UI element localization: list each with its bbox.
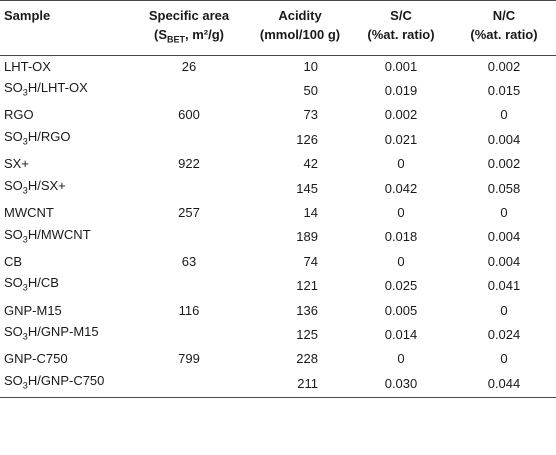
- cell-sample: MWCNT: [4, 204, 54, 220]
- cell-specific-area: 26: [181, 58, 197, 74]
- cell-acidity: 211: [297, 375, 318, 391]
- table-row: LHT-OX 26 10 0.001 0.002: [0, 55, 556, 77]
- table-row: RGO 600 73 0.002 0: [0, 104, 556, 126]
- cell-specific-area: [128, 370, 250, 398]
- cell-nc: 0: [500, 107, 508, 123]
- cell-acidity: 14: [303, 204, 318, 220]
- cell-specific-area: [128, 77, 250, 104]
- cell-nc: 0.002: [487, 58, 521, 74]
- cell-sc: 0.001: [384, 58, 418, 74]
- cell-acidity: 136: [296, 302, 318, 318]
- cell-specific-area: [128, 175, 250, 202]
- cell-sample: SO3H/CB: [4, 275, 59, 293]
- table-row: SO3H/GNP-C750 211 0.030 0.044: [0, 370, 556, 398]
- cell-sample: SO3H/MWCNT: [4, 226, 91, 245]
- table-row: SX+ 922 42 0 0.002: [0, 153, 556, 175]
- cell-sc: 0: [397, 156, 405, 172]
- cell-specific-area: 116: [178, 302, 200, 318]
- cell-nc: 0: [500, 204, 508, 220]
- cell-acidity: 121: [296, 278, 318, 294]
- cell-acidity: 42: [303, 156, 318, 172]
- cell-specific-area: 799: [178, 351, 200, 367]
- cell-specific-area: 257: [178, 204, 200, 220]
- cell-specific-area: 600: [178, 107, 200, 123]
- cell-specific-area: [128, 321, 250, 348]
- cell-sample: SO3H/LHT-OX: [4, 80, 88, 98]
- cell-sample: RGO: [4, 107, 34, 123]
- cell-sc: 0: [397, 253, 405, 269]
- cell-acidity: 50: [303, 82, 318, 98]
- cell-nc: 0.041: [487, 278, 521, 294]
- cell-acidity: 74: [303, 253, 318, 269]
- cell-acidity: 145: [296, 180, 318, 196]
- cell-sc: 0.014: [384, 326, 418, 342]
- cell-acidity: 10: [303, 58, 318, 74]
- header-acidity: Acidity (mmol/100 g): [259, 8, 341, 42]
- data-table: Sample Specific area (SBET, m²/g) Acidit…: [0, 0, 556, 398]
- cell-nc: 0.044: [487, 375, 521, 391]
- cell-acidity: 126: [296, 131, 318, 147]
- cell-specific-area: 63: [181, 253, 197, 269]
- cell-sc: 0: [397, 351, 405, 367]
- cell-sc: 0.019: [384, 82, 418, 98]
- cell-specific-area: [128, 272, 250, 299]
- cell-nc: 0.058: [487, 180, 521, 196]
- cell-acidity: 73: [303, 107, 318, 123]
- cell-sc: 0.005: [384, 302, 418, 318]
- header-nc: N/C (%at. ratio): [470, 8, 538, 42]
- header-specific-area: Specific area (SBET, m²/g): [148, 8, 230, 45]
- cell-sample: SO3H/RGO: [4, 128, 71, 147]
- cell-sample: GNP-M15: [4, 302, 62, 318]
- cell-sc: 0.018: [384, 229, 418, 245]
- cell-nc: 0.004: [487, 253, 521, 269]
- cell-specific-area: [128, 126, 250, 153]
- cell-sample: SO3H/GNP-C750: [4, 372, 105, 391]
- cell-specific-area: [128, 224, 250, 251]
- header-row: Sample Specific area (SBET, m²/g) Acidit…: [0, 0, 556, 56]
- table-row: GNP-C750 799 228 0 0: [0, 348, 556, 370]
- table-row: SO3H/RGO 126 0.021 0.004: [0, 126, 556, 153]
- cell-acidity: 189: [296, 229, 318, 245]
- cell-sample: LHT-OX: [4, 58, 51, 74]
- cell-sc: 0: [397, 204, 405, 220]
- cell-nc: 0.004: [487, 229, 521, 245]
- cell-sample: CB: [4, 253, 23, 269]
- cell-nc: 0.002: [487, 156, 521, 172]
- cell-sc: 0.030: [384, 375, 418, 391]
- table-row: CB 63 74 0 0.004: [0, 251, 556, 273]
- table-row: SO3H/MWCNT 189 0.018 0.004: [0, 224, 556, 251]
- cell-nc: 0: [500, 351, 508, 367]
- cell-sc: 0.021: [384, 131, 418, 147]
- cell-sc: 0.002: [384, 107, 418, 123]
- table-body: LHT-OX 26 10 0.001 0.002 SO3H/LHT-OX 50 0.019 0.…: [0, 55, 556, 398]
- cell-nc: 0.024: [487, 326, 521, 342]
- cell-sample: SO3H/GNP-M15: [4, 324, 99, 342]
- cell-nc: 0.015: [487, 82, 521, 98]
- table-row: SO3H/LHT-OX 50 0.019 0.015: [0, 77, 556, 104]
- cell-specific-area: 922: [178, 156, 200, 172]
- cell-nc: 0: [500, 302, 508, 318]
- cell-sc: 0.042: [384, 180, 418, 196]
- cell-sample: GNP-C750: [4, 351, 68, 367]
- table-row: SO3H/SX+ 145 0.042 0.058: [0, 175, 556, 202]
- cell-sample: SO3H/SX+: [4, 177, 66, 196]
- table-row: SO3H/GNP-M15 125 0.014 0.024: [0, 321, 556, 348]
- cell-nc: 0.004: [487, 131, 521, 147]
- cell-acidity: 228: [296, 351, 318, 367]
- table-row: SO3H/CB 121 0.025 0.041: [0, 272, 556, 299]
- table-header: Sample Specific area (SBET, m²/g) Acidit…: [0, 0, 556, 56]
- cell-sample: SX+: [4, 156, 29, 172]
- header-sample: Sample: [4, 8, 51, 23]
- table-row: MWCNT 257 14 0 0: [0, 202, 556, 224]
- cell-acidity: 125: [296, 326, 318, 342]
- header-sc: S/C (%at. ratio): [367, 8, 435, 42]
- cell-sc: 0.025: [384, 278, 418, 294]
- table-row: GNP-M15 116 136 0.005 0: [0, 300, 556, 322]
